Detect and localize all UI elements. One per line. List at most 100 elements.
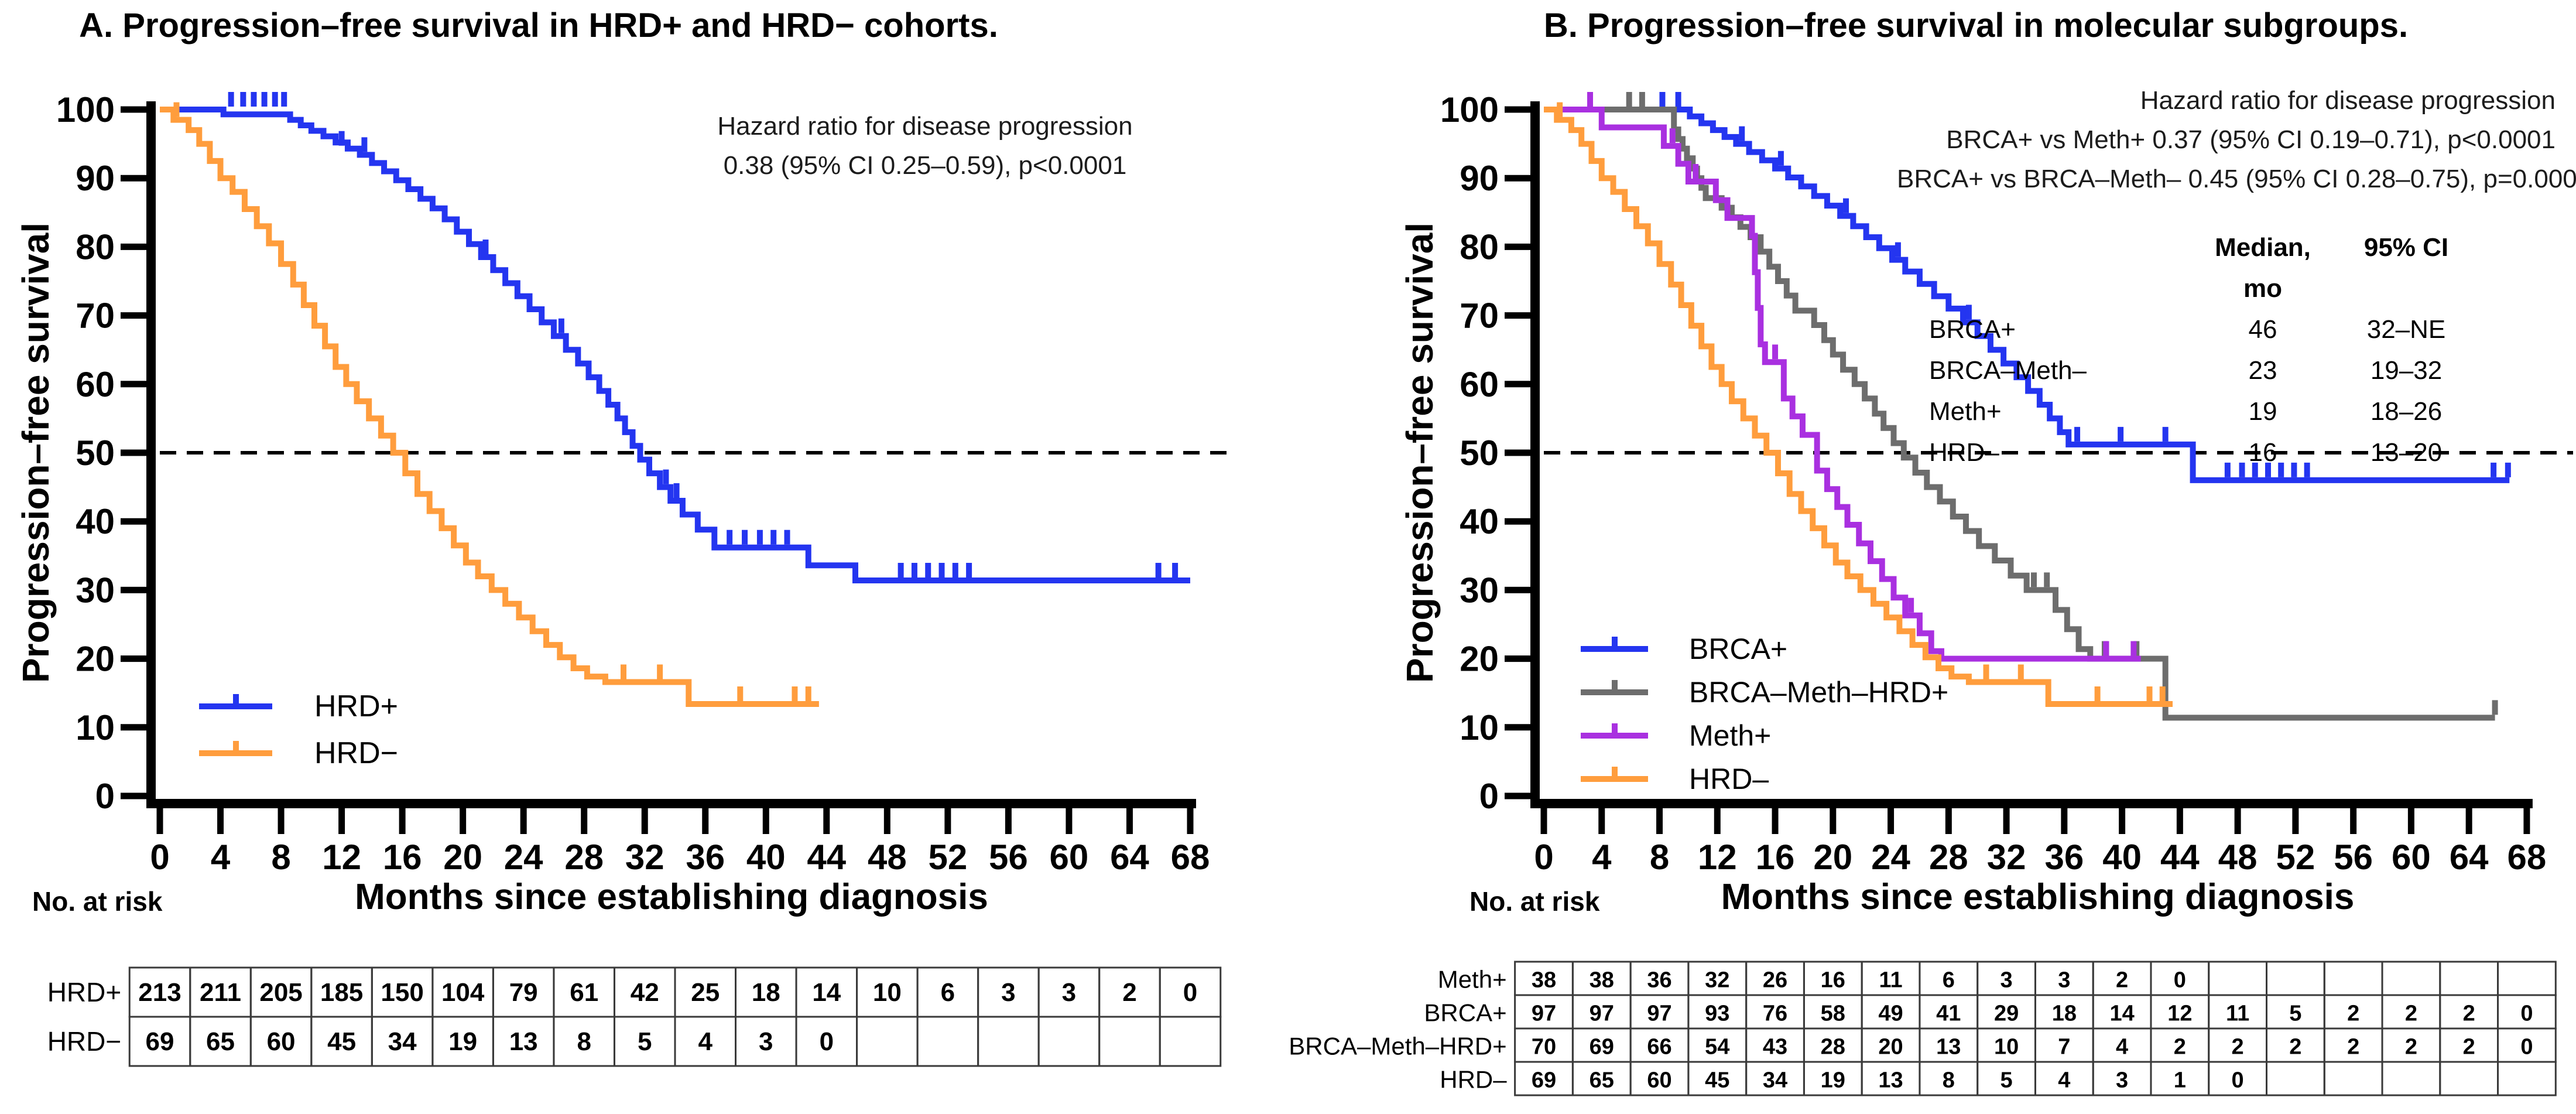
annotation-line: Hazard ratio for disease progression (2140, 86, 2556, 115)
risk-row-label: BRCA–Meth–HRD+ (1289, 1033, 1506, 1060)
y-tick-label: 10 (76, 708, 115, 747)
risk-cell-value: 8 (1943, 1068, 1955, 1093)
risk-cell-value: 54 (1705, 1035, 1729, 1060)
risk-cell-value: 19 (1821, 1068, 1845, 1093)
km-curve-hrdpos (160, 107, 1190, 583)
risk-cell-value: 8 (577, 1027, 591, 1056)
risk-cell-value: 60 (1647, 1068, 1671, 1093)
axes (1530, 101, 2533, 808)
y-tick-label: 0 (1479, 777, 1499, 816)
risk-cell-value: 32 (1705, 968, 1729, 993)
risk-cell-value: 16 (1821, 968, 1845, 993)
x-tick-label: 68 (2508, 838, 2547, 877)
y-tick-label: 100 (1440, 90, 1499, 129)
risk-cell-value: 0 (820, 1027, 834, 1056)
risk-cell-value: 3 (1062, 978, 1076, 1007)
risk-cell-value: 211 (200, 978, 241, 1007)
risk-cell (977, 1016, 1040, 1067)
x-tick-label: 12 (1698, 838, 1737, 877)
risk-cell-value: 10 (1994, 1035, 2019, 1060)
risk-cell-value: 2 (2405, 1002, 2417, 1026)
panel-a-annotation: Hazard ratio for disease progression 0.38… (597, 107, 1253, 185)
x-tick-label: 24 (1871, 838, 1910, 877)
panel-b-no-at-risk-label: No. at risk (1469, 886, 1600, 917)
annotation-line: Hazard ratio for disease progression (717, 112, 1133, 141)
risk-cell-value: 1 (2174, 1068, 2186, 1093)
x-tick-label: 40 (746, 838, 786, 877)
x-tick-label: 0 (150, 838, 169, 877)
y-tick-label: 80 (1460, 227, 1499, 266)
risk-cell-value: 185 (320, 978, 363, 1007)
risk-cell-value: 60 (267, 1027, 296, 1056)
y-tick-label: 60 (76, 365, 115, 404)
risk-cell-value: 45 (1705, 1068, 1729, 1093)
risk-cell-value: 3 (2058, 968, 2070, 993)
x-tick-label: 32 (1987, 838, 2026, 877)
median-table-row: BRCA+ 46 32–NE (1929, 315, 2446, 344)
x-tick-label: 0 (1534, 838, 1553, 877)
x-tick-label: 56 (2334, 838, 2373, 877)
x-tick-label: 40 (2102, 838, 2142, 877)
risk-cell-value: 6 (941, 978, 955, 1007)
risk-cell (2323, 1061, 2383, 1096)
risk-cell-value: 65 (1590, 1068, 1614, 1093)
panel-b-median-table: Median, mo 95% CI BRCA+ 46 32–NE BRCA–Meth– 23… (1929, 227, 2479, 473)
risk-cell (2266, 961, 2325, 996)
x-tick-label: 52 (2276, 838, 2315, 877)
risk-cell-value: 14 (812, 978, 841, 1007)
x-tick-label: 60 (1050, 838, 1089, 877)
panel-b-y-axis-title: Progression–free survival (1399, 222, 1441, 684)
x-tick-label: 20 (1813, 838, 1852, 877)
x-tick-label: 64 (2450, 838, 2489, 877)
risk-cell-value: 38 (1532, 968, 1556, 993)
km-series-methpos (1544, 92, 2141, 662)
annotation-line: 0.38 (95% CI 0.25–0.59), p<0.0001 (723, 151, 1127, 180)
panel-a-y-axis-title: Progression–free survival (15, 222, 57, 684)
risk-cell-value: 65 (206, 1027, 235, 1056)
risk-cell-value: 205 (259, 978, 302, 1007)
risk-cell-value: 4 (2058, 1068, 2070, 1093)
risk-cell-value: 2 (2463, 1002, 2475, 1026)
risk-cell-value: 29 (1994, 1002, 2019, 1026)
y-tick-label: 40 (76, 502, 115, 541)
risk-cell-value: 20 (1878, 1035, 1903, 1060)
y-tick-label: 80 (76, 227, 115, 266)
y-tick-label: 50 (1460, 433, 1499, 473)
x-tick-label: 16 (383, 838, 422, 877)
km-series-hrd (160, 102, 819, 707)
risk-cell-value: 69 (146, 1027, 174, 1056)
censor-marks-methpos (1587, 92, 2137, 656)
risk-row-label: HRD− (47, 1026, 122, 1057)
x-axis-ticks: 0 4 8 12 16 20 24 28 32 36 40 44 48 52 56 60 64 68 (1534, 807, 2546, 877)
censor-marks-hrd (1557, 102, 2166, 701)
risk-cell-value: 0 (1183, 978, 1197, 1007)
risk-cell-value: 13 (1936, 1035, 1961, 1060)
risk-cell-value: 93 (1705, 1002, 1729, 1026)
risk-cell (2381, 961, 2441, 996)
panel-a-title: A. Progression–free survival in HRD+ and… (79, 6, 998, 45)
y-tick-label: 40 (1460, 502, 1499, 541)
risk-cell-value: 36 (1647, 968, 1671, 993)
risk-cell-value: 2 (2405, 1035, 2417, 1060)
x-tick-label: 4 (1592, 838, 1612, 877)
risk-cell-value: 11 (2226, 1002, 2249, 1026)
panel-a-no-at-risk-label: No. at risk (32, 886, 163, 917)
y-tick-label: 30 (1460, 570, 1499, 610)
panel-a: A. Progression–free survival in HRD+ and… (15, 6, 1253, 1067)
x-tick-label: 4 (211, 838, 231, 877)
risk-cell-value: 70 (1532, 1035, 1556, 1060)
risk-cell-value: 61 (570, 978, 598, 1007)
risk-cell (916, 1016, 979, 1067)
x-tick-label: 28 (564, 838, 604, 877)
risk-cell-value: 28 (1821, 1035, 1845, 1060)
risk-cell-value: 2 (2174, 1035, 2186, 1060)
risk-cell-value: 14 (2109, 1002, 2134, 1026)
risk-cell-value: 34 (388, 1027, 417, 1056)
risk-cell-value: 2 (2347, 1002, 2359, 1026)
risk-table: HRD+ 213 211 205 185 150 104 79 61 42 25 18 14 10 6 3 3 2… (47, 966, 1222, 1067)
risk-cell (2208, 961, 2267, 996)
x-tick-label: 68 (1171, 838, 1210, 877)
risk-cell-value: 79 (509, 978, 538, 1007)
